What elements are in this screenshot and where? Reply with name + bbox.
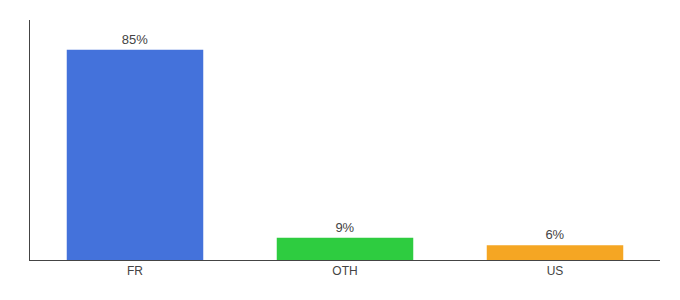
svg-text:FR: FR [127,264,143,278]
svg-text:6%: 6% [545,227,564,242]
svg-text:US: US [547,264,564,278]
svg-text:9%: 9% [335,220,354,235]
svg-text:85%: 85% [122,32,148,47]
svg-text:OTH: OTH [332,264,357,278]
